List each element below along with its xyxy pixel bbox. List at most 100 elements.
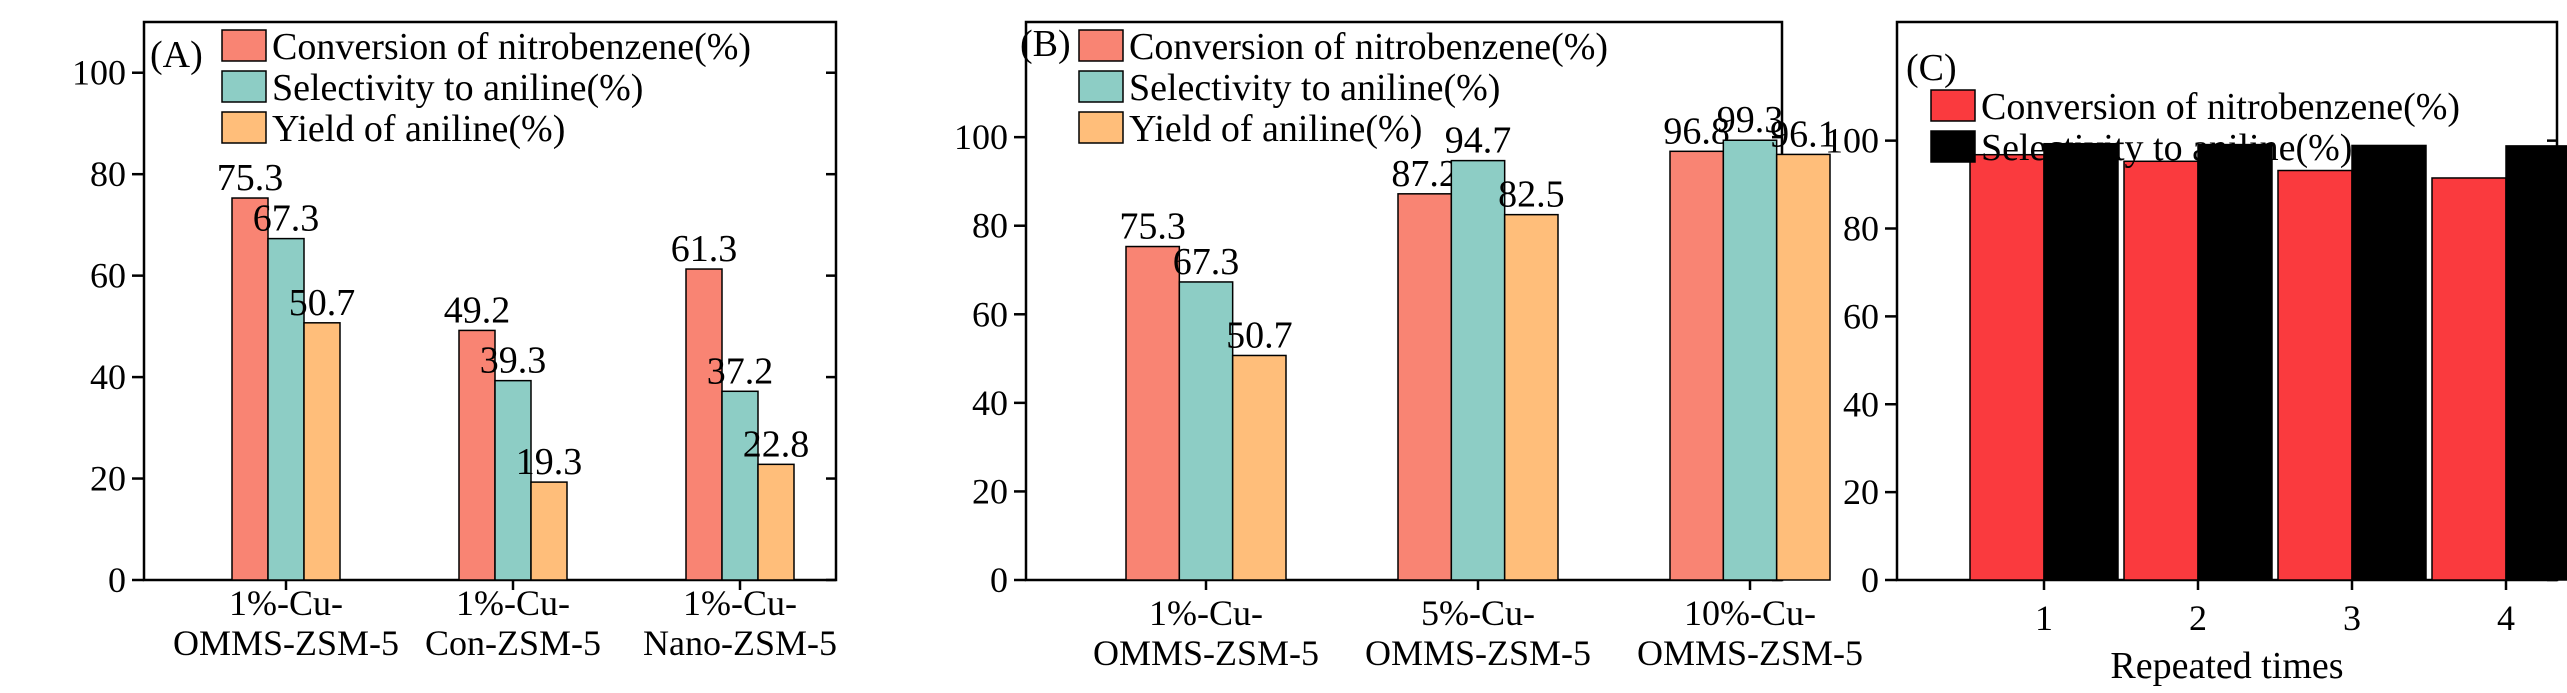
legend-label: Selectivity to aniline(%) [272,67,643,109]
y-tick-label: 20 [90,459,126,499]
x-axis-title: Repeated times [2110,645,2343,687]
legend-label: Yield of aniline(%) [272,108,565,150]
data-label: 22.8 [743,423,810,465]
legend-swatch [1078,29,1124,62]
x-tick-label: 3 [2343,598,2361,638]
bar [2351,144,2427,581]
data-label: 87.2 [1391,153,1458,195]
legend-label: Conversion of nitrobenzene(%) [272,26,751,68]
legend-label: Yield of aniline(%) [1129,108,1422,150]
data-label: 49.2 [444,289,511,331]
x-tick-label: 1 [2035,598,2053,638]
data-label: 67.3 [1173,241,1240,283]
panel-label: (C) [1906,47,1957,89]
y-tick-label: 60 [1843,296,1879,336]
y-tick-label: 100 [1825,121,1879,161]
y-tick-label: 40 [90,357,126,397]
bar [494,379,532,581]
legend-label: Conversion of nitrobenzene(%) [1129,26,1608,68]
data-label: 94.7 [1445,120,1512,162]
bar [2197,143,2273,581]
bar [2277,169,2353,581]
y-tick-label: 20 [972,471,1008,511]
legend-swatch [1930,130,1976,163]
x-tick-label: 2 [2189,598,2207,638]
y-tick-label: 100 [954,117,1008,157]
legend-label: Conversion of nitrobenzene(%) [1981,86,2460,128]
bar [1722,139,1778,581]
bar [458,329,496,581]
data-label: 67.3 [253,198,320,240]
bar [231,197,269,581]
x-tick-label: Nano-ZSM-5 [643,623,837,663]
y-tick-label: 100 [72,53,126,93]
data-label: 99.3 [1717,99,1784,141]
bar [721,390,759,581]
bar [1450,159,1506,581]
data-label: 37.2 [707,350,774,392]
x-tick-label: 1%-Cu- [683,583,797,623]
bar [757,463,795,581]
y-tick-label: 60 [90,256,126,296]
data-label: 75.3 [217,157,284,199]
x-tick-label: 1%-Cu- [229,583,343,623]
x-tick-label: 5%-Cu- [1421,593,1535,633]
bar [1503,213,1559,581]
bar [303,322,341,581]
data-label: 82.5 [1498,174,1565,216]
x-tick-label: OMMS-ZSM-5 [1093,633,1319,673]
data-label: 50.7 [1226,314,1293,356]
x-tick-label: Con-ZSM-5 [425,623,601,663]
bar [530,481,568,581]
legend-swatch [221,70,267,103]
y-tick-label: 0 [108,560,126,600]
legend-label: Selectivity to aniline(%) [1129,67,1500,109]
x-tick-label: 1%-Cu- [1149,593,1263,633]
data-label: 75.3 [1119,206,1186,248]
panel-label: (A) [150,34,203,76]
x-tick-label: OMMS-ZSM-5 [173,623,399,663]
legend-swatch [221,29,267,62]
x-tick-label: OMMS-ZSM-5 [1637,633,1863,673]
data-label: 96.8 [1663,110,1730,152]
y-tick-label: 20 [1843,472,1879,512]
legend-swatch [1078,70,1124,103]
legend-swatch [221,111,267,144]
legend-label: Selectivity to aniline(%) [1981,127,2352,169]
y-tick-label: 80 [972,206,1008,246]
panel-c: 0 20 40 60 80 100 1 2 3 4 Conversion of nitrobenze… [1825,20,2567,687]
panel-b: 02040608010075.367.350.71%-Cu-OMMS-ZSM-5… [954,20,1863,673]
bar [1178,281,1234,581]
bar [1969,153,2045,581]
data-label: 61.3 [671,228,738,270]
data-label: 96.1 [1770,113,1837,155]
x-tick-label: 1%-Cu- [456,583,570,623]
y-tick-label: 0 [1861,560,1879,600]
panel-label: (B) [1020,23,1071,65]
bar [2123,160,2199,581]
y-tick-label: 80 [90,154,126,194]
data-label: 39.3 [480,340,547,382]
bar [2043,142,2119,581]
bar [2431,177,2507,581]
x-tick-label: 4 [2497,598,2515,638]
y-tick-label: 40 [1843,384,1879,424]
y-tick-label: 0 [990,560,1008,600]
bar [1669,150,1725,581]
y-tick-label: 60 [972,294,1008,334]
bar [1231,354,1287,581]
data-label: 19.3 [516,441,583,483]
bar [1125,245,1181,581]
x-tick-label: 10%-Cu- [1684,593,1816,633]
y-tick-label: 40 [972,383,1008,423]
legend-swatch [1078,111,1124,144]
legend-swatch [1930,89,1976,122]
bar [2505,145,2567,581]
bar [1397,193,1453,581]
bar [685,268,723,581]
data-label: 50.7 [289,282,356,324]
bar [1775,153,1831,581]
panel-a: 02040608010075.367.350.71%-Cu-OMMS-ZSM-5… [72,20,838,663]
x-tick-label: OMMS-ZSM-5 [1365,633,1591,673]
